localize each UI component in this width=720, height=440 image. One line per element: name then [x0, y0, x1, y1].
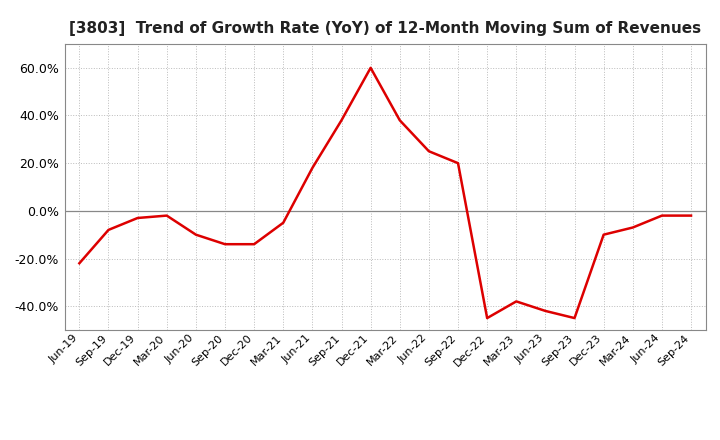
- Title: [3803]  Trend of Growth Rate (YoY) of 12-Month Moving Sum of Revenues: [3803] Trend of Growth Rate (YoY) of 12-…: [69, 21, 701, 36]
